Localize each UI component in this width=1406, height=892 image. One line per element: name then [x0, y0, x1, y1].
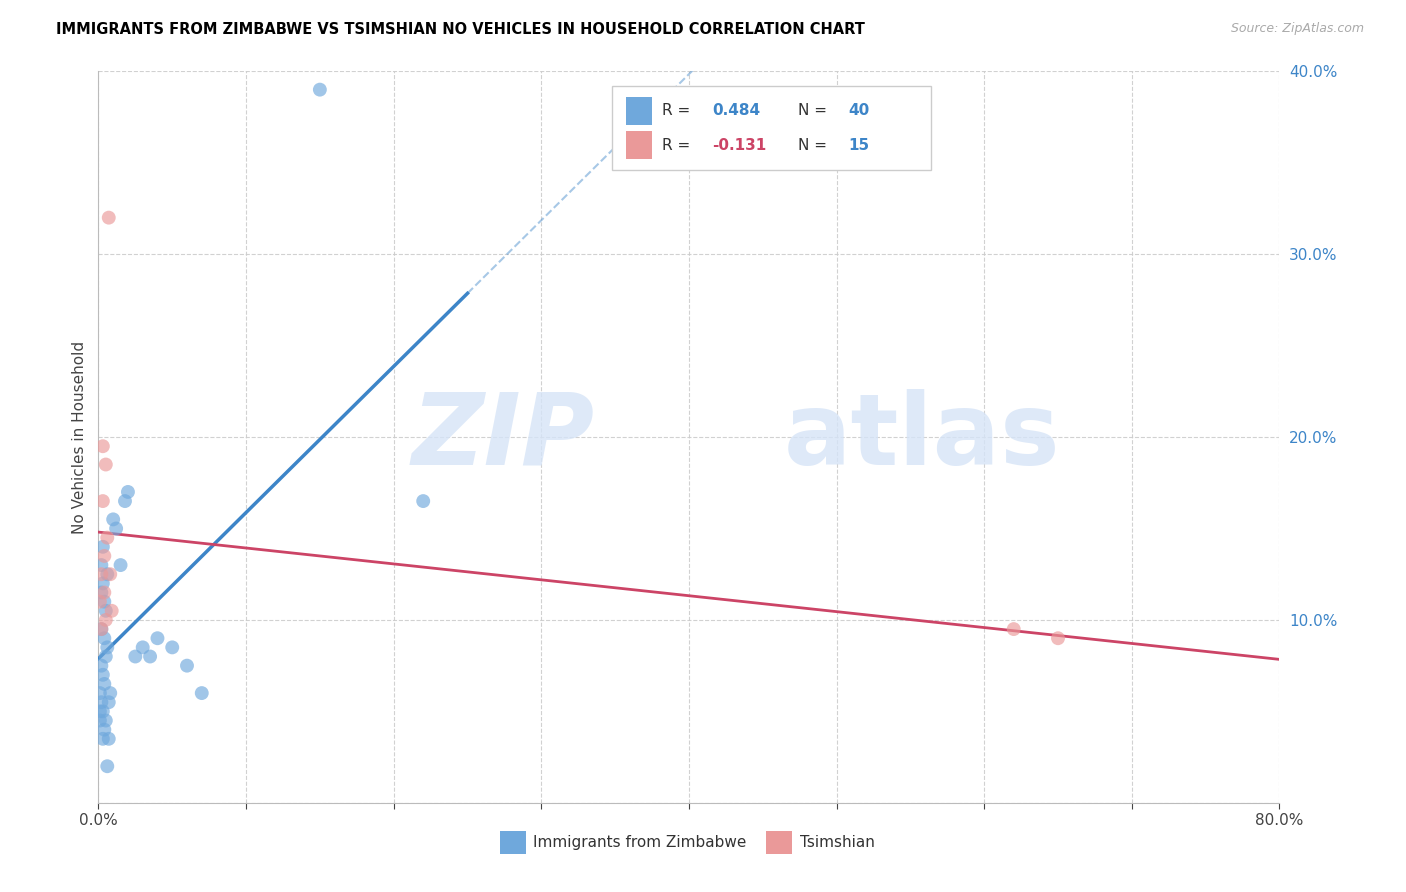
FancyBboxPatch shape — [612, 86, 931, 170]
Text: IMMIGRANTS FROM ZIMBABWE VS TSIMSHIAN NO VEHICLES IN HOUSEHOLD CORRELATION CHART: IMMIGRANTS FROM ZIMBABWE VS TSIMSHIAN NO… — [56, 22, 865, 37]
Point — [91, 494, 114, 508]
Point — [90, 658, 112, 673]
Text: ZIP: ZIP — [412, 389, 595, 485]
Point — [139, 649, 162, 664]
Point — [96, 531, 118, 545]
Point — [110, 558, 132, 573]
Point — [309, 82, 332, 96]
Point — [100, 604, 122, 618]
Point — [91, 731, 114, 746]
Bar — [626, 131, 652, 159]
Point — [97, 695, 120, 709]
Point — [89, 594, 111, 608]
Point — [90, 585, 112, 599]
Point — [176, 658, 198, 673]
Point — [1046, 632, 1069, 646]
Text: R =: R = — [662, 103, 695, 118]
Point — [98, 686, 121, 700]
Point — [91, 540, 114, 554]
Point — [93, 549, 115, 563]
Text: 40: 40 — [848, 103, 870, 118]
Text: Tsimshian: Tsimshian — [800, 835, 875, 850]
Point — [90, 622, 112, 636]
Text: 0.484: 0.484 — [713, 103, 761, 118]
Point — [117, 485, 139, 500]
Bar — [766, 830, 792, 854]
Point — [93, 632, 115, 646]
Point — [96, 567, 118, 582]
Point — [1002, 622, 1025, 636]
Point — [96, 759, 118, 773]
Point — [89, 686, 111, 700]
Point — [103, 512, 125, 526]
Point — [94, 613, 117, 627]
Point — [191, 686, 214, 700]
Point — [94, 458, 117, 472]
Text: N =: N = — [797, 138, 831, 153]
Text: R =: R = — [662, 138, 695, 153]
Point — [94, 649, 117, 664]
Point — [96, 640, 118, 655]
Point — [412, 494, 434, 508]
Point — [93, 723, 115, 737]
Point — [132, 640, 155, 655]
Point — [97, 731, 120, 746]
Point — [93, 594, 115, 608]
Point — [124, 649, 146, 664]
Point — [91, 667, 114, 681]
Point — [89, 714, 111, 728]
Text: Source: ZipAtlas.com: Source: ZipAtlas.com — [1230, 22, 1364, 36]
Point — [93, 585, 115, 599]
Text: atlas: atlas — [783, 389, 1060, 485]
Point — [114, 494, 136, 508]
Text: -0.131: -0.131 — [713, 138, 766, 153]
Point — [94, 714, 117, 728]
Point — [90, 558, 112, 573]
Text: 15: 15 — [848, 138, 869, 153]
Y-axis label: No Vehicles in Household: No Vehicles in Household — [72, 341, 87, 533]
Point — [91, 576, 114, 591]
Point — [105, 521, 128, 535]
Point — [91, 439, 114, 453]
Point — [97, 211, 120, 225]
Point — [91, 705, 114, 719]
Bar — [626, 97, 652, 125]
Point — [90, 695, 112, 709]
Point — [89, 705, 111, 719]
Text: N =: N = — [797, 103, 831, 118]
Text: Immigrants from Zimbabwe: Immigrants from Zimbabwe — [533, 835, 747, 850]
Bar — [501, 830, 526, 854]
Point — [90, 622, 112, 636]
Point — [94, 604, 117, 618]
Point — [98, 567, 121, 582]
Point — [90, 567, 112, 582]
Point — [162, 640, 183, 655]
Point — [93, 677, 115, 691]
Point — [146, 632, 169, 646]
